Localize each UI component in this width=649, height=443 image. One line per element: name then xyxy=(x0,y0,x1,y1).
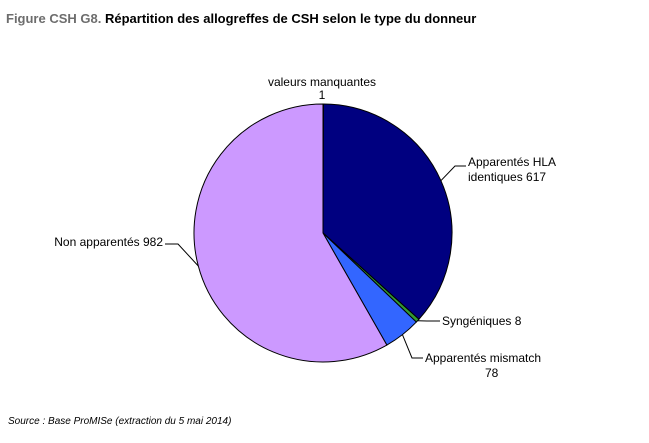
data-label-valeurs-manquantes-line-2: 1 xyxy=(319,88,326,102)
pie-slice-non-apparentes xyxy=(193,103,388,363)
data-label-non-apparentes: Non apparentés 982 xyxy=(54,235,163,249)
leader-line-non-apparentes xyxy=(165,243,199,267)
data-label-apparentes-mismatch-line-1: Apparentés mismatch xyxy=(425,351,541,365)
data-label-apparentes-hla-identiques-line-2: identiques 617 xyxy=(468,170,546,184)
leader-line-apparentes-mismatch xyxy=(401,334,423,359)
data-label-apparentes-hla-identiques-line-1: Apparentés HLA xyxy=(468,155,556,169)
figure-title-text: Répartition des allogreffes de CSH selon… xyxy=(104,11,477,26)
data-label-syngeniques: Syngéniques 8 xyxy=(442,314,522,328)
source-note: Source : Base ProMISe (extraction du 5 m… xyxy=(8,416,232,427)
data-label-apparentes-mismatch-line-2: 78 xyxy=(485,366,499,380)
data-label-valeurs-manquantes-line-1: valeurs manquantes xyxy=(268,75,376,89)
leader-line-apparentes-hla-identiques xyxy=(440,165,466,182)
figure-title: Figure CSH G8. Répartition des allogreff… xyxy=(6,11,476,26)
figure-number: Figure CSH G8. xyxy=(6,11,102,26)
